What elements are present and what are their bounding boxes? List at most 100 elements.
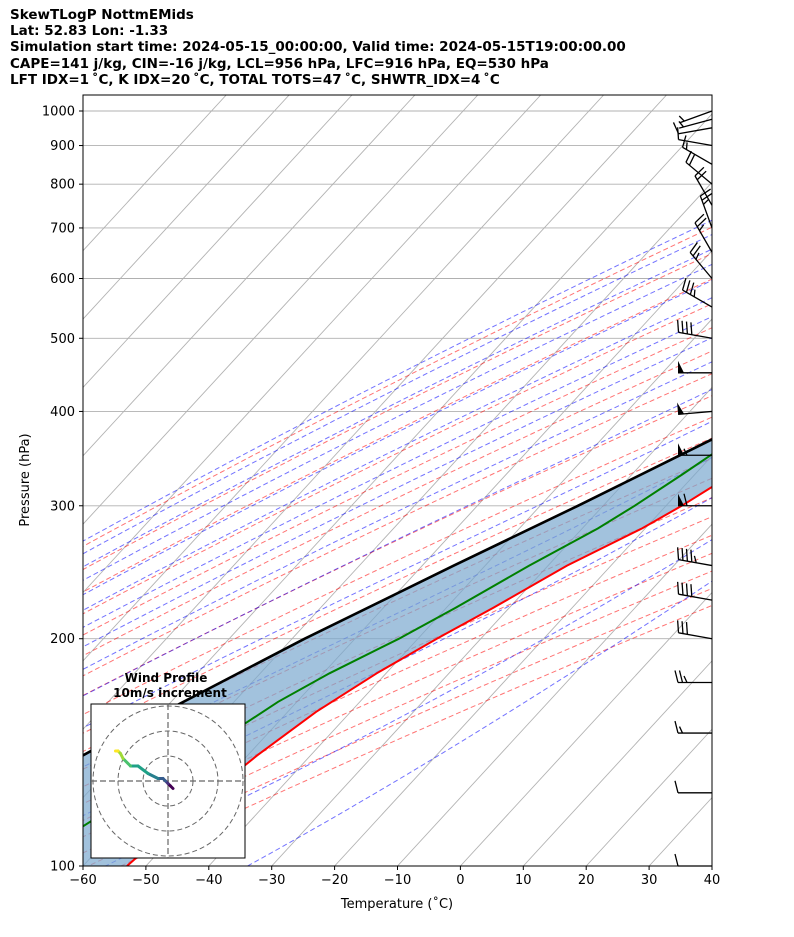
- y-axis-label: Pressure (hPa): [18, 433, 33, 526]
- barb-feather: [681, 320, 684, 334]
- barb-feather: [683, 448, 688, 456]
- x-tick-label: −30: [258, 873, 285, 888]
- isotherm-line: [271, 386, 712, 866]
- isotherm-line: [83, 95, 667, 730]
- hodograph-trace: [136, 764, 150, 775]
- y-tick-label: 200: [50, 632, 75, 647]
- dry-adiabat-line: [83, 570, 712, 854]
- hodograph-inset: Wind Profile 10m/s increment: [90, 671, 246, 859]
- barb-feather: [700, 188, 711, 197]
- barb-feather: [676, 547, 680, 560]
- barb-shaft: [682, 289, 713, 308]
- wind-barb: [694, 166, 713, 206]
- hodograph-subtitle: 10m/s increment: [113, 686, 227, 700]
- barb-feather: [681, 621, 684, 634]
- dry-adiabat-line: [83, 350, 712, 657]
- isotherm-line: [585, 728, 712, 866]
- barb-pennant: [677, 402, 685, 415]
- barb-shaft: [679, 110, 713, 124]
- isotherm-line: [83, 95, 542, 594]
- y-tick-label: 700: [50, 221, 75, 236]
- barb-feather: [683, 675, 688, 683]
- y-tick-label: 1000: [42, 104, 75, 119]
- y-tick-label: 400: [50, 405, 75, 420]
- wind-barb: [689, 242, 713, 279]
- barb-shaft: [678, 632, 713, 640]
- hodograph-trace: [146, 772, 160, 780]
- y-tick-label: 100: [50, 860, 75, 875]
- y-tick-label: 500: [50, 332, 75, 347]
- isotherm-line: [83, 95, 479, 525]
- barb-feather: [685, 621, 689, 635]
- dry-adiabat-line: [83, 373, 712, 677]
- barb-feather: [685, 583, 689, 596]
- barb-feather: [695, 252, 700, 260]
- x-tick-label: −50: [132, 873, 159, 888]
- isotherm-line: [460, 591, 712, 866]
- y-tick-label: 300: [50, 499, 75, 514]
- isotherm-line: [334, 455, 712, 866]
- barb-feather: [690, 584, 693, 597]
- x-tick-label: −40: [195, 873, 222, 888]
- header-line-times: Simulation start time: 2024-05-15_00:00:…: [10, 39, 626, 56]
- barb-feather: [685, 142, 688, 150]
- barb-feather: [685, 548, 689, 562]
- wind-barb: [676, 547, 713, 567]
- barb-shaft: [682, 146, 713, 165]
- wind-barb: [674, 720, 712, 734]
- wind-barb: [678, 360, 712, 374]
- wind-barb: [677, 402, 713, 416]
- dewpoint-line: [83, 453, 712, 828]
- barb-feather: [688, 153, 696, 166]
- wind-barb: [676, 127, 713, 147]
- isotherm-line: [83, 95, 353, 389]
- moist-adiabat-line: [83, 420, 712, 729]
- isotherm-line: [83, 95, 290, 320]
- wind-barb: [678, 110, 713, 124]
- barb-feather: [689, 282, 695, 295]
- temperature-line: [126, 485, 712, 866]
- barb-feather: [674, 670, 679, 683]
- wind-barb: [676, 581, 713, 601]
- x-tick-label: −20: [321, 873, 348, 888]
- wind-barb: [674, 780, 712, 794]
- barb-feather: [681, 582, 684, 596]
- isotherm-line: [208, 318, 712, 866]
- hodograph-trace: [121, 757, 132, 768]
- dry-adiabat-line: [83, 416, 712, 716]
- wind-barb: [678, 493, 712, 507]
- x-tick-label: 30: [641, 873, 658, 888]
- barb-shaft: [678, 127, 713, 135]
- barb-feather: [696, 170, 707, 181]
- moist-adiabat-line: [83, 248, 712, 568]
- header-line-location: Lat: 52.83 Lon: -1.33: [10, 23, 169, 40]
- barb-feather: [676, 127, 680, 140]
- barb-feather: [676, 319, 680, 333]
- x-tick-label: 40: [704, 873, 721, 888]
- wind-barb: [681, 277, 713, 308]
- isotherm-line: [522, 660, 712, 866]
- wind-barb: [674, 670, 712, 684]
- barb-feather: [693, 289, 696, 297]
- barb-pennant: [678, 493, 684, 506]
- wind-barb: [685, 150, 713, 185]
- barb-feather: [693, 555, 697, 563]
- dry-adiabat-line: [83, 552, 712, 838]
- moist-adiabat-line: [83, 497, 712, 817]
- barb-feather: [678, 115, 685, 122]
- barb-shaft: [678, 593, 713, 601]
- isotherm-line: [775, 95, 794, 866]
- y-tick-label: 900: [50, 139, 75, 154]
- hodograph-title: Wind Profile: [125, 671, 208, 685]
- barb-feather: [689, 242, 698, 253]
- barb-feather: [692, 245, 701, 257]
- barb-feather: [674, 853, 679, 867]
- barb-feather: [681, 277, 687, 291]
- barb-shaft: [699, 195, 713, 229]
- isotherm-line: [83, 95, 227, 252]
- barb-feather: [685, 321, 689, 334]
- isotherm-line: [711, 865, 712, 866]
- wind-barb: [678, 443, 712, 456]
- barb-feather: [674, 780, 679, 793]
